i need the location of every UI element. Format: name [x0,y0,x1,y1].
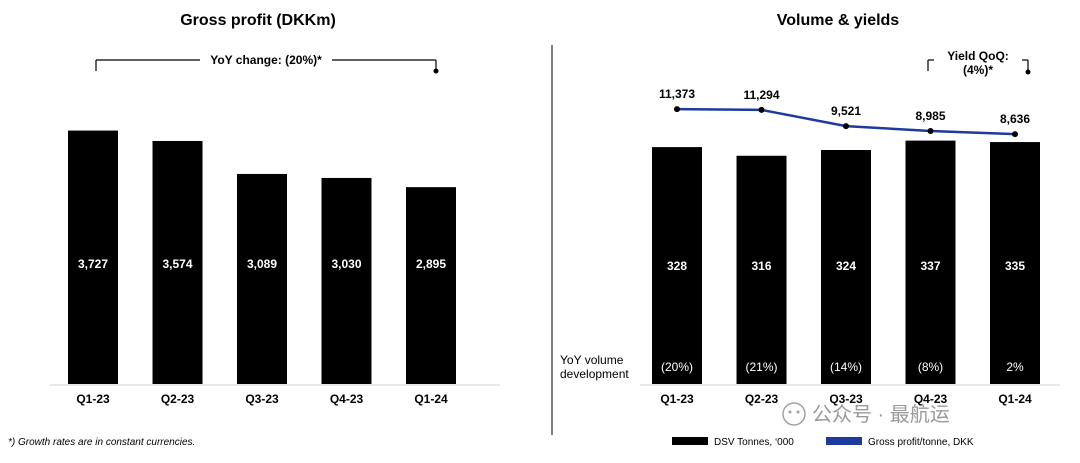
wechat-icon [782,402,806,426]
legend-label-gp-per-tonne: Gross profit/tonne, DKK [868,437,974,448]
volume-development-value: (14%) [830,360,862,374]
gp-per-tonne-value-label: 8,636 [1000,112,1030,126]
legend-label-tonnes: DSV Tonnes, ‘000 [714,437,794,448]
tonnes-value-label: 316 [751,259,771,273]
volume-development-value: (20%) [661,360,693,374]
gross-profit-value-label: 2,895 [416,257,446,271]
gross-profit-bar [237,173,287,384]
volume-development-value: (21%) [745,360,777,374]
tonnes-bar [821,150,871,384]
tonnes-bar [736,155,787,384]
volume-development-value: (8%) [918,360,943,374]
gp-per-tonne-value-label: 11,373 [659,87,695,101]
legend-swatch-tonnes [672,437,708,445]
x-tick-label: Q1-23 [76,392,110,406]
watermark: 公众号 · 最航运 [782,402,950,426]
yoy-change-bracket [95,59,439,74]
x-tick-label: Q2-23 [745,392,779,406]
gross-profit-title: Gross profit (DKKm) [180,12,336,29]
footnote: *) Growth rates are in constant currenci… [8,437,195,448]
yoy-volume-development-label: YoY volume development [560,353,629,381]
tonnes-value-label: 324 [836,259,856,273]
gross-profit-value-label: 3,574 [162,257,192,271]
tonnes-bar [652,147,702,384]
gross-profit-value-label: 3,089 [247,257,277,271]
gross-profit-value-label: 3,727 [78,257,108,271]
gp-per-tonne-value-label: 8,985 [915,109,945,123]
tonnes-value-label: 328 [667,259,687,273]
gross-profit-value-label: 3,030 [331,257,361,271]
x-tick-label: Q1-23 [660,392,694,406]
volume-yields-title: Volume & yields [777,12,900,29]
x-tick-label: Q3-23 [245,392,279,406]
tonnes-value-label: 337 [920,259,940,273]
x-tick-label: Q4-23 [330,392,364,406]
gross-profit-bar [321,177,372,384]
tonnes-value-label: 335 [1005,259,1025,273]
gross-profit-bar [68,130,118,384]
gp-per-tonne-point [758,106,765,113]
gp-per-tonne-value-label: 11,294 [743,88,779,102]
yield-qoq-annotation: Yield QoQ: (4%)* [947,49,1009,77]
gross-profit-bar [406,187,456,384]
gross-profit-bar [152,140,203,384]
tonnes-bar [905,140,956,384]
x-tick-label: Q4-23 [914,392,948,406]
x-tick-label: Q1-24 [414,392,448,406]
x-tick-label: Q2-23 [161,392,195,406]
gp-per-tonne-point [927,127,934,134]
x-tick-label: Q3-23 [829,392,863,406]
volume-development-value: 2% [1006,360,1024,374]
tonnes-bar [990,142,1040,384]
gp-per-tonne-point [674,106,680,113]
yoy-change-annotation: YoY change: (20%)* [210,53,322,67]
x-tick-label: Q1-24 [998,392,1032,406]
gp-per-tonne-point [1012,131,1018,138]
gp-per-tonne-point [843,123,849,130]
gp-per-tonne-value-label: 9,521 [831,104,861,118]
watermark-text: 公众号 · 最航运 [812,403,950,426]
yield-qoq-bracket [927,59,1031,75]
legend-swatch-gp-per-tonne [826,437,862,445]
legend: DSV Tonnes, ‘000 Gross profit/tonne, DKK [672,437,974,448]
